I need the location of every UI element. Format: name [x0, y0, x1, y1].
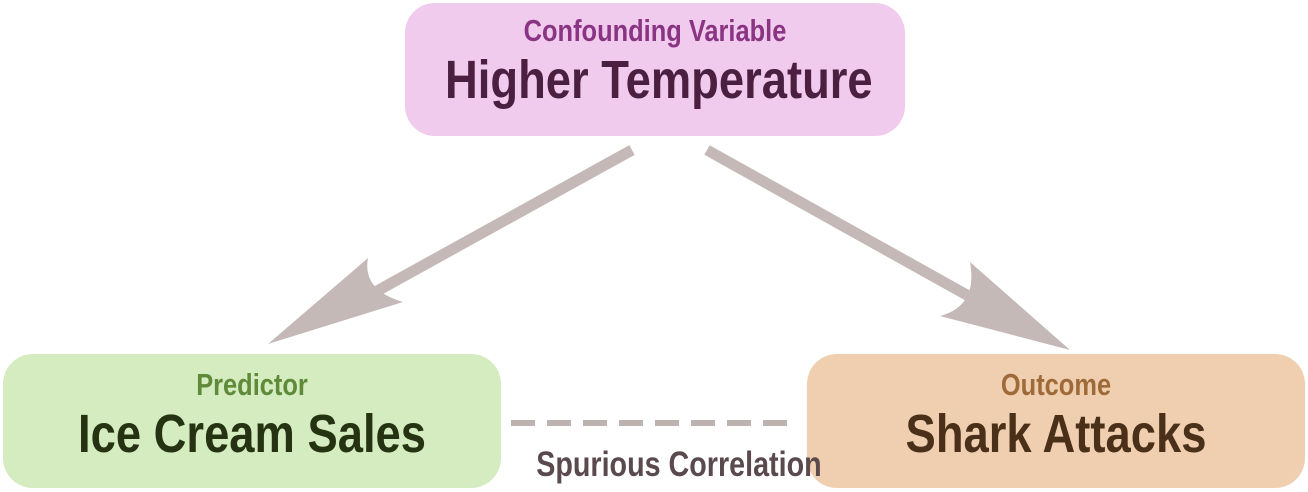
outcome-kicker: Outcome	[1000, 367, 1112, 402]
confounder-label: Higher Temperature	[445, 50, 873, 110]
predictor-node: Predictor Ice Cream Sales	[3, 354, 501, 488]
outcome-label: Shark Attacks	[905, 404, 1207, 464]
predictor-kicker: Predictor	[196, 367, 308, 402]
outcome-node: Outcome Shark Attacks	[807, 354, 1305, 488]
arrow-confounder-to-outcome	[704, 145, 1070, 350]
confounder-kicker: Confounding Variable	[523, 13, 787, 48]
arrow-confounder-to-predictor	[268, 145, 635, 344]
confounding-variable-node: Confounding Variable Higher Temperature	[405, 3, 905, 136]
spurious-correlation-label: Spurious Correlation	[536, 445, 822, 484]
predictor-label: Ice Cream Sales	[78, 404, 426, 464]
